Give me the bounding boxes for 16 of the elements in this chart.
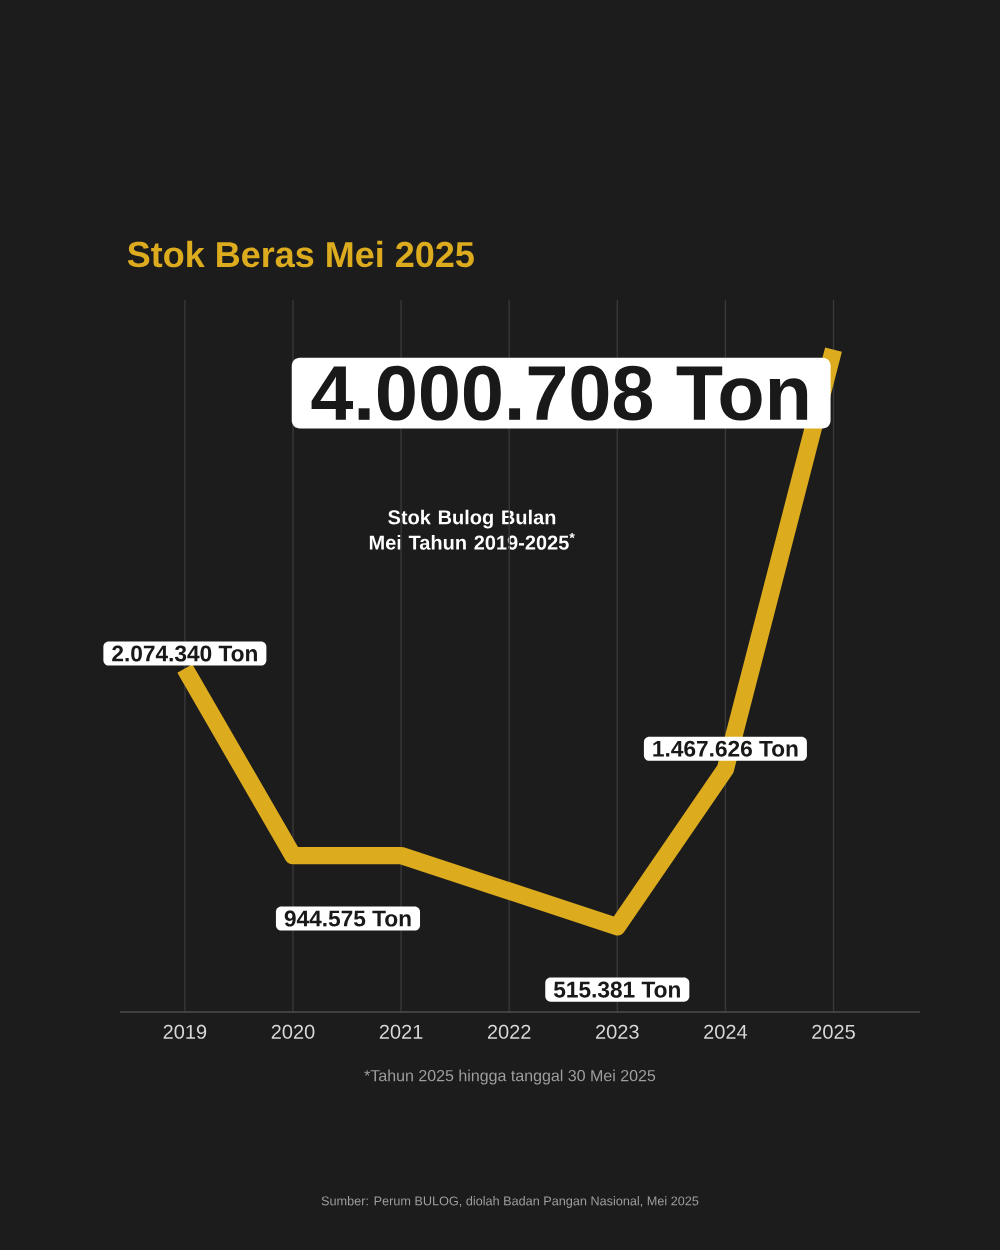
chart-title: Stok Beras Mei 2025	[127, 240, 474, 268]
x-tick-label: 2022	[487, 1024, 531, 1039]
text: *Tahun 2025 hingga tanggal 30 Mei 2025	[364, 1069, 656, 1085]
x-tick-label: 2023	[596, 1024, 639, 1039]
x-tick-label: 2020	[271, 1024, 315, 1039]
text: Stok Bulog Bulan Mei Tahun 2019-2025$^{*}$	[369, 509, 575, 550]
x-tick-label: 2021	[379, 1024, 423, 1039]
data-label: 2.074.340 Ton	[112, 645, 257, 662]
x-tick-label: 2024	[704, 1024, 748, 1039]
data-label: 515.381 Ton	[553, 981, 680, 998]
data-label: 944.575 Ton	[284, 910, 411, 927]
data-label: 4.000.708 Ton	[311, 365, 808, 421]
data-label: 1.467.626 Ton	[653, 740, 798, 757]
x-tick-label: 2025	[812, 1024, 855, 1039]
text: Sumber: Perum BULOG, diolah Badan Pangan Nasional, Mei 2025	[321, 1196, 699, 1208]
x-tick-label: 2019	[163, 1024, 207, 1039]
